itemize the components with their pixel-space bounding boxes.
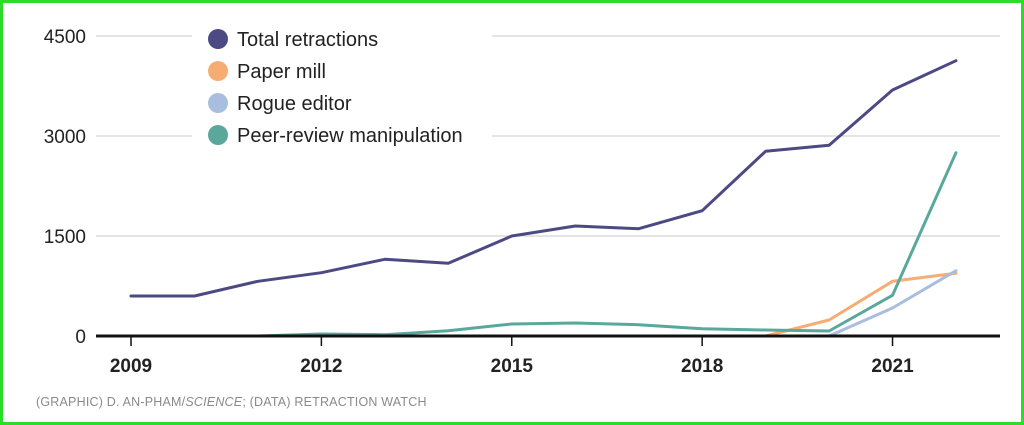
legend-swatch-0 <box>208 29 228 49</box>
x-tick-label-2009: 2009 <box>110 356 152 377</box>
legend-label-3: Peer-review manipulation <box>237 125 463 147</box>
series-line-total-retractions <box>129 59 958 298</box>
x-tick-label-2018: 2018 <box>681 356 723 377</box>
x-tick-label-2012: 2012 <box>300 356 342 377</box>
y-tick-label-0: 0 <box>75 327 86 348</box>
legend-swatch-3 <box>208 125 228 145</box>
x-tick-label-2021: 2021 <box>871 356 914 377</box>
legend-background <box>192 16 492 146</box>
series-line-peer-review-manipulation <box>129 151 958 338</box>
legend-swatch-1 <box>208 61 228 81</box>
legend-label-2: Rogue editor <box>237 93 352 115</box>
legend-label-1: Paper mill <box>237 61 326 83</box>
y-tick-label-4500: 4500 <box>44 27 86 48</box>
y-tick-label-1500: 1500 <box>44 227 86 248</box>
y-axis-ticks: 0 1500 3000 4500 <box>44 27 86 348</box>
legend: Total retractions Paper mill Rogue editor P… <box>192 16 492 147</box>
x-tick-label-2015: 2015 <box>491 356 534 377</box>
x-axis-ticks: 2009 2012 2015 2018 2021 <box>110 336 914 377</box>
legend-swatch-2 <box>208 93 228 113</box>
source-credit: (GRAPHIC) D. AN-PHAM/SCIENCE; (DATA) RET… <box>36 395 427 409</box>
y-tick-label-3000: 3000 <box>44 127 86 148</box>
legend-label-0: Total retractions <box>237 29 378 51</box>
